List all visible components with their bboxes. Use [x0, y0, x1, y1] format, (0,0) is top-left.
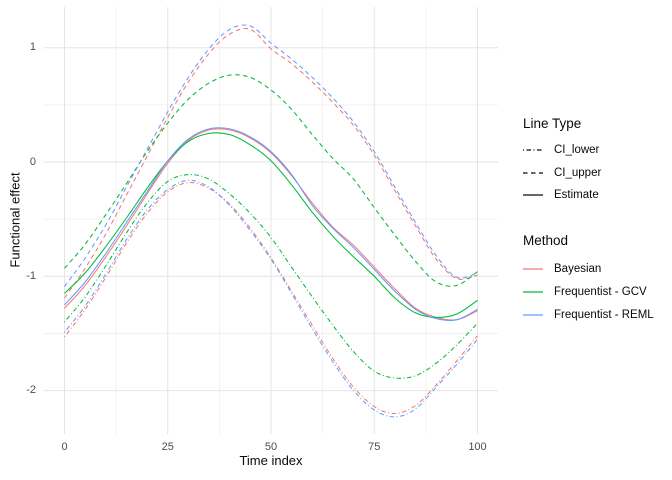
x-tick-label: 75 [368, 441, 381, 453]
line-type-legend-item: CI_lower [523, 142, 599, 158]
line-type-legend-label: Estimate [554, 189, 599, 201]
y-tick-label: -1 [26, 269, 36, 282]
x-tick-label: 25 [161, 441, 174, 453]
method-legend-item: Frequentist - GCV [523, 284, 647, 300]
line-type-legend-key-line-icon [523, 171, 543, 174]
method-legend-key-line-icon [523, 268, 543, 270]
line-bayesian-estimate [64, 128, 478, 321]
line-type-legend-label: CI_upper [554, 166, 602, 179]
y-tick-label: 0 [29, 155, 36, 168]
line-type-legend-key-line-icon [523, 149, 543, 151]
line-frequentist-reml-estimate [64, 127, 478, 322]
y-axis-title: Functional effect [7, 172, 23, 268]
method-legend-label: Frequentist - GCV [554, 286, 647, 298]
line-frequentist-reml-ci-lower [64, 179, 478, 418]
method-legend-item: Frequentist - REML [523, 307, 654, 323]
line-type-legend-label: CI_lower [554, 144, 600, 156]
line-frequentist-gcv-ci-upper [64, 74, 478, 287]
method-legend-item: Bayesian [523, 261, 601, 277]
line-bayesian-ci-upper [64, 27, 478, 299]
x-axis-title: Time index [239, 453, 303, 468]
method-legend-label: Frequentist - REML [554, 309, 654, 321]
line-bayesian-ci-lower [64, 182, 478, 415]
line-frequentist-reml-ci-upper [64, 24, 478, 287]
y-tick-label: -2 [26, 384, 36, 397]
method-legend-label: Bayesian [554, 263, 602, 275]
line-type-legend-item: CI_upper [523, 165, 601, 181]
method-legend-key-line-icon [523, 291, 543, 293]
y-tick-label: 1 [29, 41, 36, 54]
x-tick-label: 50 [264, 441, 278, 453]
method-legend-title: Method [523, 233, 569, 248]
x-tick-label: 100 [468, 441, 487, 453]
line-type-legend-title: Line Type [523, 116, 582, 131]
line-frequentist-gcv-estimate [64, 132, 478, 318]
line-frequentist-gcv-ci-lower [64, 174, 478, 379]
method-legend-key-line-icon [523, 314, 543, 316]
line-type-legend-key-line-icon [523, 194, 543, 196]
x-tick-label: 0 [61, 441, 68, 453]
line-type-legend-item: Estimate [523, 187, 599, 203]
